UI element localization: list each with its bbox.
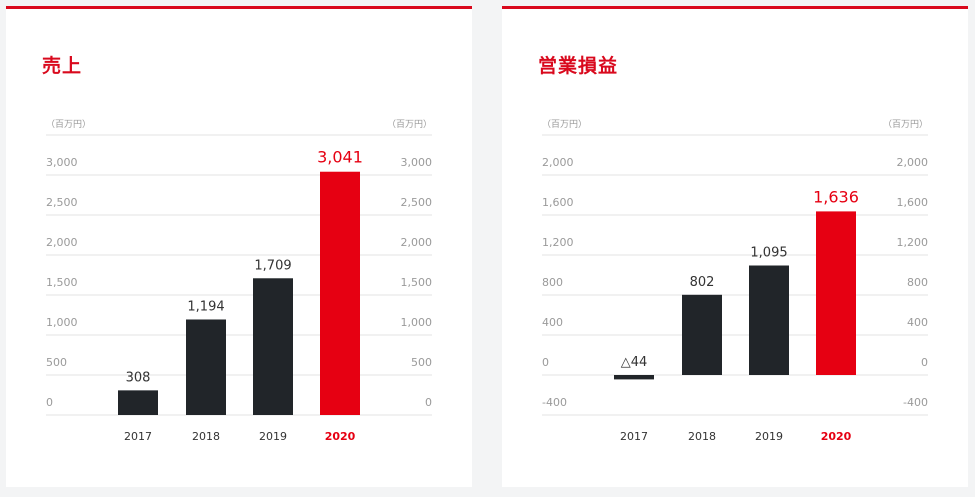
unit-label-left: （百万円）: [542, 119, 587, 130]
value-label-2017: 308: [126, 370, 151, 385]
operating-profit-bar-chart: （百万円） （百万円） -400 -400 0 0 400 400 800 800 1,200 1,2…: [542, 119, 929, 443]
y-tick-label-right: 1,200: [897, 236, 929, 249]
y-tick-label-left: 500: [46, 356, 67, 369]
y-tick-label-left: 1,500: [46, 276, 78, 289]
bar-2018: [682, 294, 722, 375]
y-tick-label-right: 3,000: [401, 156, 433, 169]
sales-bar-chart: （百万円） （百万円） 0 0 500 500 1,000 1,000 1,500 1,500 2,…: [46, 119, 433, 443]
chart-title: 売上: [42, 55, 83, 77]
bar-2017: [614, 375, 654, 380]
y-tick-label-right: -400: [903, 396, 928, 409]
y-tick-label-left: 1,600: [542, 196, 574, 209]
y-tick-label-right: 0: [921, 356, 928, 369]
y-tick-label-right: 2,500: [401, 196, 433, 209]
y-tick-label-left: 3,000: [46, 156, 78, 169]
y-tick-label-right: 0: [425, 396, 432, 409]
unit-label-left: （百万円）: [46, 119, 91, 130]
value-label-2019: 1,709: [254, 258, 291, 273]
y-tick-label-right: 2,000: [897, 156, 929, 169]
bar-2019: [749, 265, 789, 375]
y-tick-label-left: 2,000: [46, 236, 78, 249]
y-tick-label-right: 800: [907, 276, 928, 289]
value-label-2020: 1,636: [813, 187, 859, 206]
y-tick-label-left: 800: [542, 276, 563, 289]
bar-2017: [118, 390, 158, 415]
y-tick-label-left: 1,000: [46, 316, 78, 329]
x-tick-label-2020: 2020: [325, 430, 356, 443]
x-tick-label-2017: 2017: [620, 430, 648, 443]
y-tick-label-left: 2,000: [542, 156, 574, 169]
chart-title: 営業損益: [538, 55, 619, 77]
value-label-2019: 1,095: [750, 246, 787, 261]
y-tick-label-left: 400: [542, 316, 563, 329]
y-tick-label-left: 2,500: [46, 196, 78, 209]
y-tick-label-right: 1,000: [401, 316, 433, 329]
y-tick-label-left: 1,200: [542, 236, 574, 249]
x-tick-label-2018: 2018: [192, 430, 220, 443]
bar-2020: [320, 171, 360, 415]
value-label-2018: 802: [690, 275, 715, 290]
y-tick-label-left: 0: [542, 356, 549, 369]
value-label-2020: 3,041: [317, 148, 363, 167]
value-label-2018: 1,194: [187, 299, 224, 314]
unit-label-right: （百万円）: [387, 119, 432, 130]
x-tick-label-2019: 2019: [259, 430, 287, 443]
y-tick-label-right: 2,000: [401, 236, 433, 249]
bar-2020: [816, 211, 856, 375]
y-tick-label-right: 400: [907, 316, 928, 329]
y-tick-label-left: 0: [46, 396, 53, 409]
x-tick-label-2020: 2020: [821, 430, 852, 443]
x-tick-label-2017: 2017: [124, 430, 152, 443]
x-tick-label-2018: 2018: [688, 430, 716, 443]
value-label-2017: △44: [621, 355, 648, 370]
y-tick-label-right: 500: [411, 356, 432, 369]
y-tick-label-left: -400: [542, 396, 567, 409]
bar-2019: [253, 278, 293, 415]
operating-profit-chart-card: 営業損益 （百万円） （百万円） -400 -400 0 0 400 400 800 800 1,2…: [502, 6, 968, 487]
y-tick-label-right: 1,600: [897, 196, 929, 209]
unit-label-right: （百万円）: [883, 119, 928, 130]
x-tick-label-2019: 2019: [755, 430, 783, 443]
sales-chart-card: 売上 （百万円） （百万円） 0 0 500 500 1,000 1,000 1,500 1,50…: [6, 6, 472, 487]
bar-2018: [186, 319, 226, 415]
y-tick-label-right: 1,500: [401, 276, 433, 289]
